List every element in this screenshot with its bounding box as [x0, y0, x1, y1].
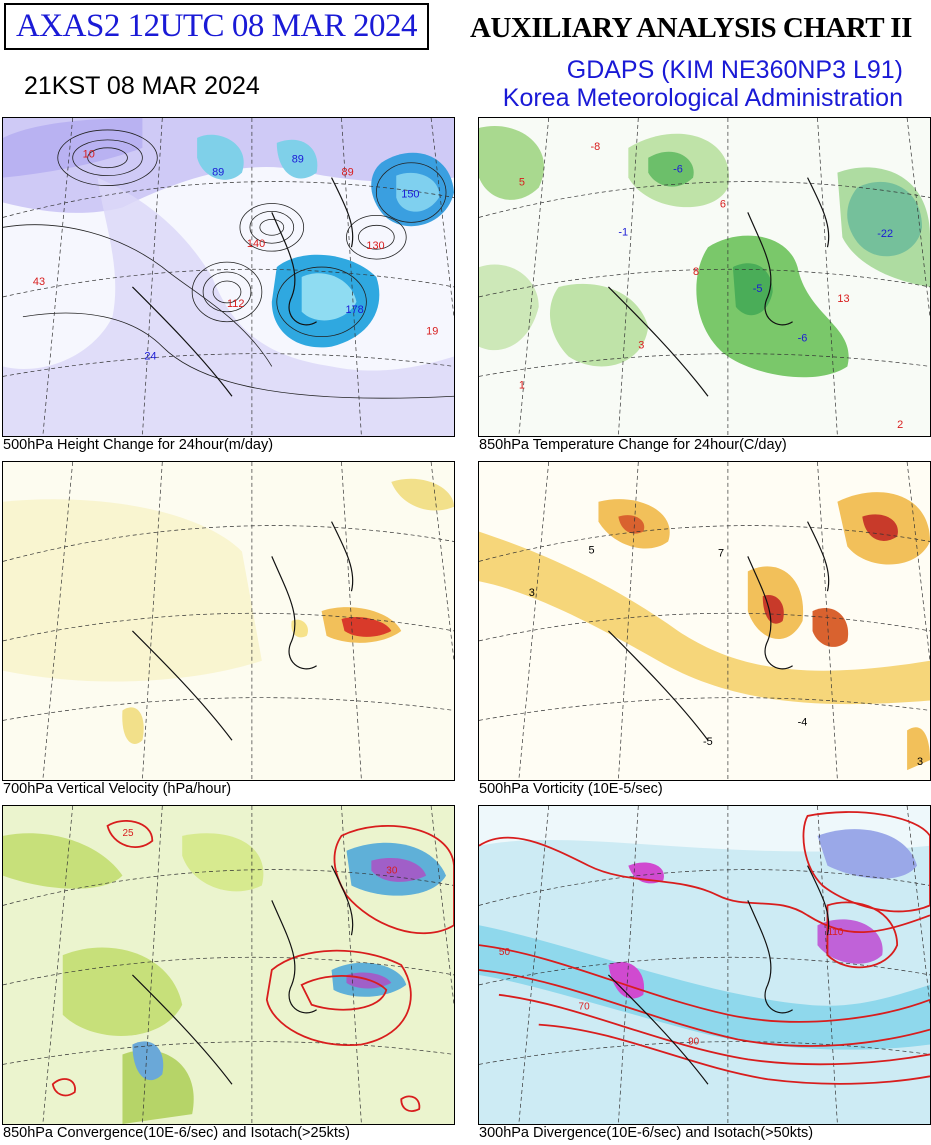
svg-text:-6: -6: [798, 333, 808, 345]
vorticity-map: 3 5 7 -4 -5 3: [479, 462, 930, 780]
caption-temperature-change: 850hPa Temperature Change for 24hour(C/d…: [479, 437, 787, 453]
svg-text:130: 130: [366, 240, 384, 252]
svg-text:5: 5: [589, 544, 595, 556]
chart-title: AUXILIARY ANALYSIS CHART II: [470, 12, 912, 44]
svg-text:-22: -22: [877, 228, 893, 240]
svg-text:5: 5: [519, 177, 525, 189]
svg-text:30: 30: [386, 866, 398, 877]
svg-text:6: 6: [720, 198, 726, 210]
panel-height-change: 43 112 140 130 10 19 89 24 178 150 89 89: [2, 117, 455, 437]
svg-text:50: 50: [499, 947, 511, 958]
svg-text:70: 70: [579, 1002, 591, 1013]
svg-text:89: 89: [292, 154, 304, 166]
svg-text:-1: -1: [618, 226, 628, 238]
panel-divergence: 50 70 90 110: [478, 805, 931, 1125]
svg-text:7: 7: [718, 547, 724, 559]
svg-text:90: 90: [688, 1037, 700, 1048]
divergence-map: 50 70 90 110: [479, 806, 930, 1124]
svg-text:150: 150: [401, 189, 419, 201]
local-time: 21KST 08 MAR 2024: [24, 72, 260, 100]
svg-text:13: 13: [837, 293, 849, 305]
panel-vertical-velocity: [2, 461, 455, 781]
caption-convergence: 850hPa Convergence(10E-6/sec) and Isotac…: [3, 1125, 350, 1141]
svg-text:3: 3: [638, 340, 644, 352]
model-name: GDAPS (KIM NE360NP3 L91): [566, 56, 903, 84]
svg-text:1: 1: [519, 379, 525, 391]
vertical-velocity-map: [3, 462, 454, 780]
product-id-box: AXAS2 12UTC 08 MAR 2024: [4, 3, 429, 50]
svg-text:8: 8: [693, 266, 699, 278]
svg-text:89: 89: [341, 167, 353, 179]
caption-height-change: 500hPa Height Change for 24hour(m/day): [3, 437, 274, 453]
svg-text:3: 3: [917, 756, 923, 768]
svg-text:19: 19: [426, 326, 438, 338]
svg-text:-4: -4: [798, 716, 808, 728]
svg-text:178: 178: [345, 304, 363, 316]
caption-vertical-velocity: 700hPa Vertical Velocity (hPa/hour): [3, 781, 232, 797]
convergence-map: 25 30: [3, 806, 454, 1124]
svg-text:110: 110: [827, 927, 843, 938]
svg-text:140: 140: [247, 238, 265, 250]
svg-text:24: 24: [144, 350, 156, 362]
svg-text:-5: -5: [753, 283, 763, 295]
svg-text:-5: -5: [703, 736, 713, 748]
svg-text:3: 3: [529, 587, 535, 599]
caption-vorticity: 500hPa Vorticity (10E-5/sec): [479, 781, 663, 797]
panel-vorticity: 3 5 7 -4 -5 3: [478, 461, 931, 781]
agency-name: Korea Meteorological Administration: [502, 84, 903, 112]
svg-text:2: 2: [897, 419, 903, 431]
svg-text:43: 43: [33, 276, 45, 288]
svg-text:112: 112: [227, 298, 244, 310]
product-id: AXAS2 12UTC 08 MAR 2024: [15, 8, 418, 44]
svg-text:25: 25: [122, 828, 134, 839]
svg-text:10: 10: [83, 149, 95, 161]
height-change-map: 43 112 140 130 10 19 89 24 178 150 89 89: [3, 118, 454, 436]
svg-text:-6: -6: [673, 164, 683, 176]
svg-text:89: 89: [212, 167, 224, 179]
panel-convergence: 25 30: [2, 805, 455, 1125]
svg-text:-8: -8: [591, 141, 601, 153]
caption-divergence: 300hPa Divergence(10E-6/sec) and Isotach…: [479, 1125, 814, 1141]
